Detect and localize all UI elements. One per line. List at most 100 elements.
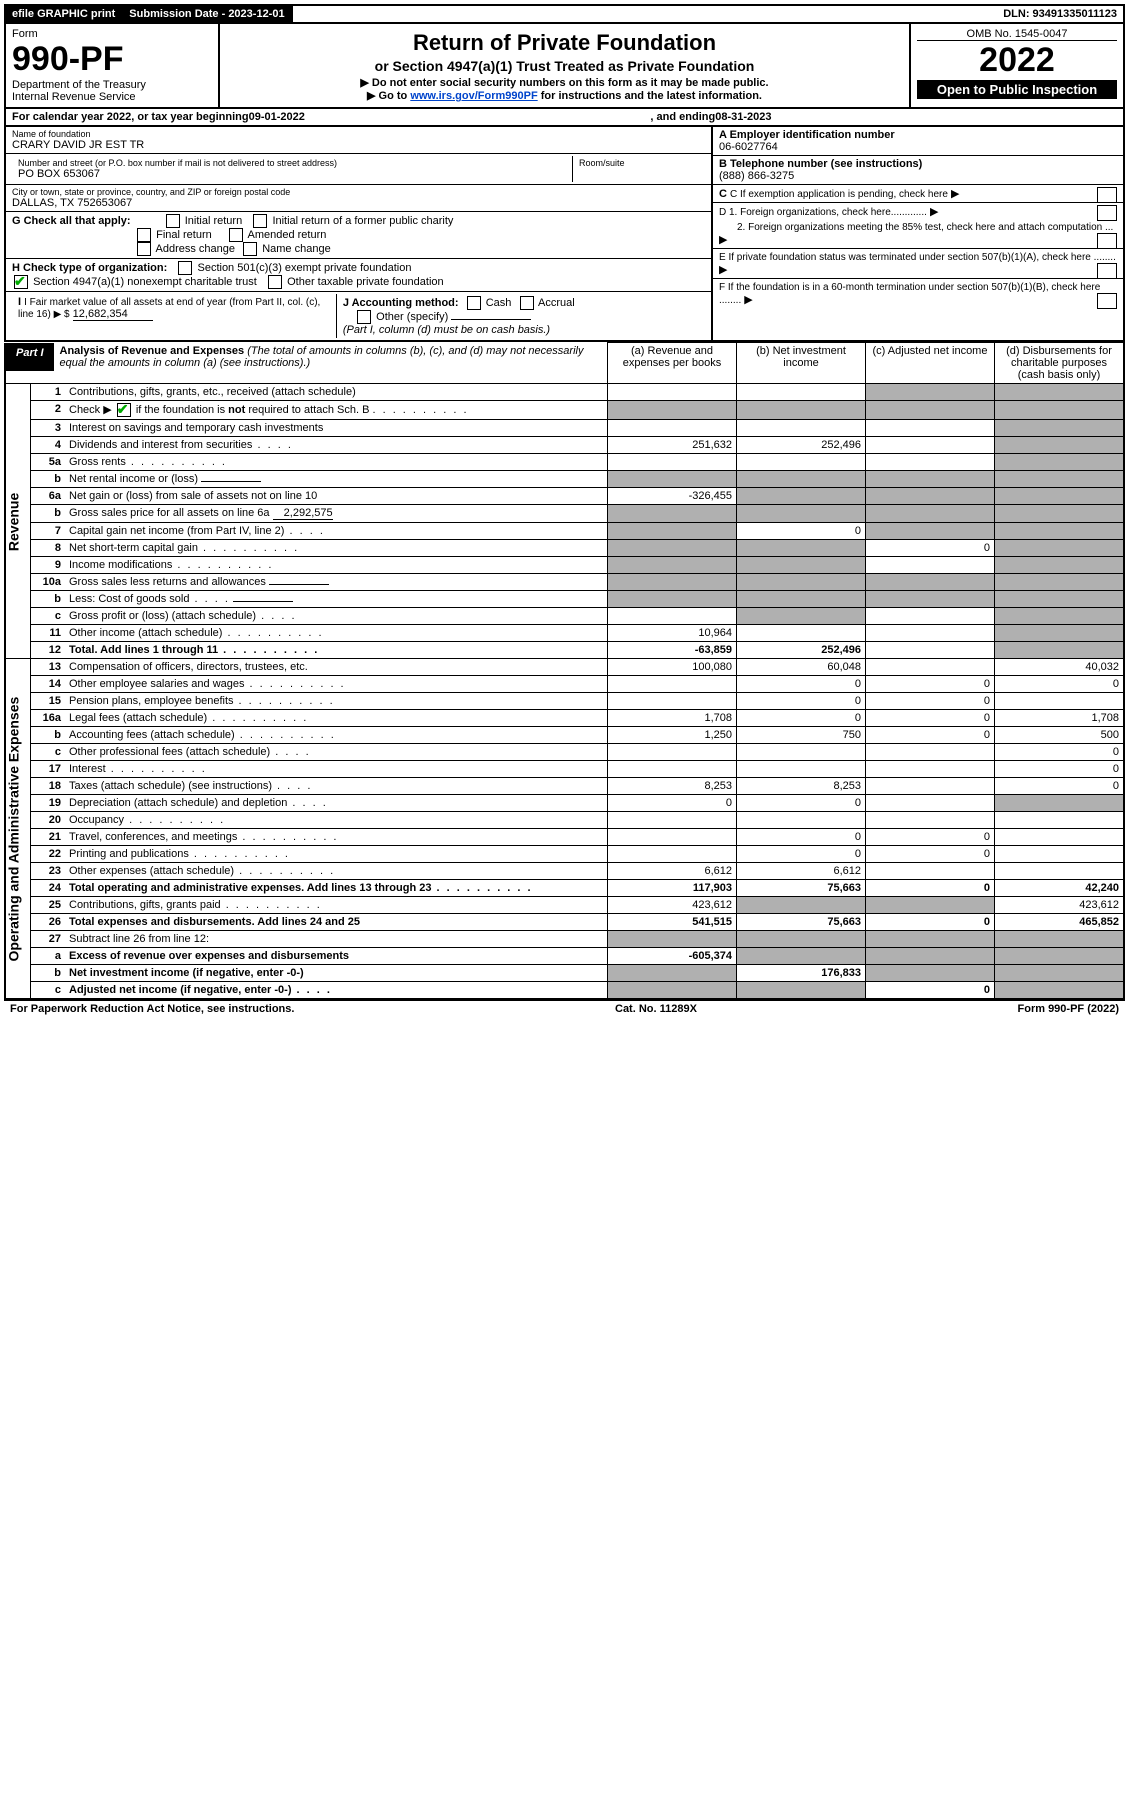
dln-label: DLN: 93491335011123 [997, 6, 1123, 22]
checkbox-sch-b[interactable] [117, 403, 131, 417]
checkbox-name-change[interactable] [243, 242, 257, 256]
cell-value: 750 [737, 727, 866, 744]
checkbox-d1[interactable] [1097, 205, 1117, 221]
cell-value: 6,612 [608, 863, 737, 880]
cell-value: 252,496 [737, 642, 866, 659]
table-row: 27Subtract line 26 from line 12: [5, 931, 1124, 948]
table-row: 23Other expenses (attach schedule)6,6126… [5, 863, 1124, 880]
checkbox-4947a1[interactable] [14, 275, 28, 289]
table-row: 3Interest on savings and temporary cash … [5, 420, 1124, 437]
cell-value [737, 982, 866, 1000]
cell-value: 0 [737, 795, 866, 812]
line-description: Net rental income or (loss) [65, 471, 608, 488]
j-cash: Cash [486, 297, 512, 309]
cell-value: 0 [866, 914, 995, 931]
line-number: 5a [31, 454, 66, 471]
checkbox-f[interactable] [1097, 293, 1117, 309]
dept-label: Department of the Treasury [12, 79, 212, 91]
line-description: Total expenses and disbursements. Add li… [65, 914, 608, 931]
cell-value: 1,708 [608, 710, 737, 727]
cell-value: 423,612 [608, 897, 737, 914]
cell-value [995, 384, 1125, 401]
cell-value [737, 574, 866, 591]
cell-value [737, 454, 866, 471]
e-label: E If private foundation status was termi… [719, 252, 1116, 263]
city-label: City or town, state or province, country… [12, 187, 705, 197]
instructions-link[interactable]: www.irs.gov/Form990PF [410, 90, 537, 102]
checkbox-d2[interactable] [1097, 233, 1117, 249]
checkbox-501c3[interactable] [178, 261, 192, 275]
checkbox-cash[interactable] [467, 296, 481, 310]
checkbox-accrual[interactable] [520, 296, 534, 310]
cell-value [608, 540, 737, 557]
info-grid: Name of foundation CRARY DAVID JR EST TR… [4, 127, 1125, 342]
checkbox-initial-former[interactable] [253, 214, 267, 228]
cell-value [866, 420, 995, 437]
col-a-header: (a) Revenue and expenses per books [608, 343, 737, 384]
cal-year-mid: , and ending [650, 111, 715, 123]
c-label: C If exemption application is pending, c… [730, 189, 948, 200]
g-opt-4: Address change [156, 243, 236, 255]
line-number: 25 [31, 897, 66, 914]
footer-mid: Cat. No. 11289X [615, 1003, 697, 1015]
cell-value: 500 [995, 727, 1125, 744]
line-number: 20 [31, 812, 66, 829]
cell-value [608, 505, 737, 523]
name-label: Name of foundation [12, 129, 705, 139]
j-other: Other (specify) [376, 311, 448, 323]
line-number: a [31, 948, 66, 965]
line-number: c [31, 982, 66, 1000]
table-row: bGross sales price for all assets on lin… [5, 505, 1124, 523]
line-description: Taxes (attach schedule) (see instruction… [65, 778, 608, 795]
h-opt-2: Section 4947(a)(1) nonexempt charitable … [33, 276, 257, 288]
checkbox-e[interactable] [1097, 263, 1117, 279]
cell-value [608, 401, 737, 420]
line-number: 10a [31, 574, 66, 591]
line-description: Contributions, gifts, grants, etc., rece… [65, 384, 608, 401]
cell-value: 0 [737, 523, 866, 540]
cell-value [866, 437, 995, 454]
cell-value: 1,250 [608, 727, 737, 744]
checkbox-address-change[interactable] [137, 242, 151, 256]
checkbox-other-method[interactable] [357, 310, 371, 324]
line-description: Other professional fees (attach schedule… [65, 744, 608, 761]
cell-value [995, 965, 1125, 982]
checkbox-c[interactable] [1097, 187, 1117, 203]
note-goto-post: for instructions and the latest informat… [538, 90, 762, 102]
cell-value [866, 625, 995, 642]
checkbox-amended-return[interactable] [229, 228, 243, 242]
part1-header-row: Part I Analysis of Revenue and Expenses … [5, 343, 1124, 384]
cell-value: 252,496 [737, 437, 866, 454]
form-label: Form [12, 28, 212, 40]
line-description: Other income (attach schedule) [65, 625, 608, 642]
cell-value: 541,515 [608, 914, 737, 931]
cell-value [995, 505, 1125, 523]
cell-value: 0 [866, 676, 995, 693]
line-description: Check ▶ if the foundation is not require… [65, 401, 608, 420]
checkbox-initial-return[interactable] [166, 214, 180, 228]
foundation-name-row: Name of foundation CRARY DAVID JR EST TR [6, 127, 711, 154]
checkbox-final-return[interactable] [137, 228, 151, 242]
line-number: 8 [31, 540, 66, 557]
cell-value [737, 505, 866, 523]
inline-value [201, 481, 261, 482]
line-description: Gross rents [65, 454, 608, 471]
cell-value: 0 [737, 710, 866, 727]
line-number: 11 [31, 625, 66, 642]
cell-value: 75,663 [737, 914, 866, 931]
g-opt-5: Name change [262, 243, 331, 255]
irs-label: Internal Revenue Service [12, 91, 212, 103]
ein-value: 06-6027764 [719, 141, 778, 153]
line-description: Travel, conferences, and meetings [65, 829, 608, 846]
phone-value: (888) 866-3275 [719, 170, 794, 182]
line-description: Gross sales less returns and allowances [65, 574, 608, 591]
info-left: Name of foundation CRARY DAVID JR EST TR… [6, 127, 713, 340]
checkbox-other-taxable[interactable] [268, 275, 282, 289]
line-number: 6a [31, 488, 66, 505]
table-row: 22Printing and publications00 [5, 846, 1124, 863]
table-row: aExcess of revenue over expenses and dis… [5, 948, 1124, 965]
form-header: Form 990-PF Department of the Treasury I… [4, 24, 1125, 109]
section-f: F If the foundation is in a 60-month ter… [713, 279, 1123, 308]
col-d-header: (d) Disbursements for charitable purpose… [995, 343, 1125, 384]
table-row: 26Total expenses and disbursements. Add … [5, 914, 1124, 931]
